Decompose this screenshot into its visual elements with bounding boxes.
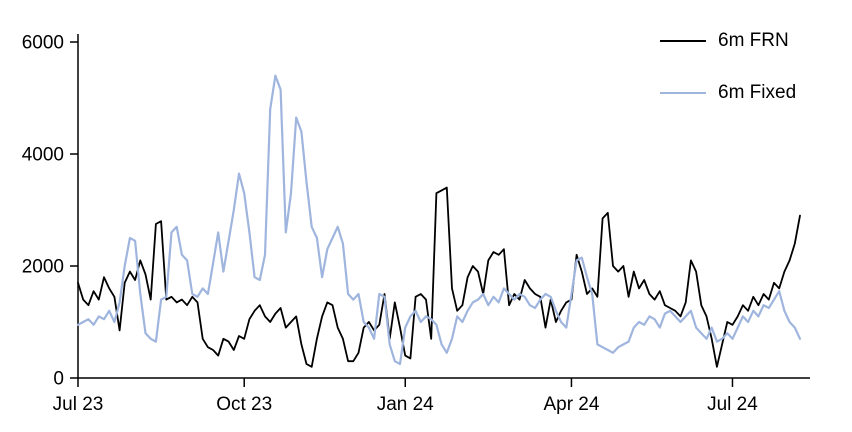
svg-text:Jul 24: Jul 24 xyxy=(707,394,758,415)
legend-item-fixed: 6m Fixed xyxy=(660,82,796,104)
svg-text:Oct 23: Oct 23 xyxy=(216,394,272,415)
legend-label-fixed: 6m Fixed xyxy=(718,82,797,103)
svg-text:Apr 24: Apr 24 xyxy=(543,394,599,415)
legend: 6m FRN 6m Fixed xyxy=(660,30,796,104)
svg-text:0: 0 xyxy=(53,369,64,390)
svg-text:Jan 24: Jan 24 xyxy=(377,394,434,415)
svg-text:Jul 23: Jul 23 xyxy=(53,394,104,415)
frn-line-sample xyxy=(660,40,706,42)
svg-text:2000: 2000 xyxy=(22,257,64,278)
legend-label-frn: 6m FRN xyxy=(718,30,789,51)
svg-text:4000: 4000 xyxy=(22,145,64,166)
fixed-line-sample xyxy=(660,92,706,94)
legend-item-frn: 6m FRN xyxy=(660,30,796,52)
svg-text:6000: 6000 xyxy=(22,33,64,54)
